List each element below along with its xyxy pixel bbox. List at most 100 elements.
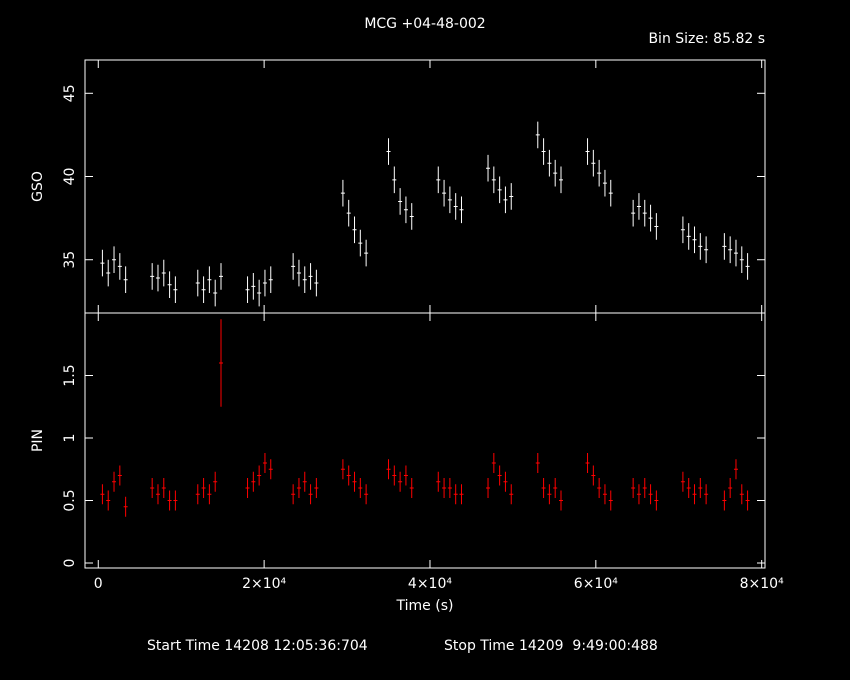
error-bar xyxy=(308,263,313,290)
error-bar xyxy=(403,196,408,224)
error-bar xyxy=(352,471,357,492)
error-bar xyxy=(386,138,391,165)
error-bar xyxy=(704,484,709,505)
error-bar xyxy=(251,471,256,492)
error-bar xyxy=(403,465,408,486)
error-bar xyxy=(346,199,351,227)
error-bar xyxy=(257,465,262,486)
error-bar xyxy=(392,166,397,194)
error-bar xyxy=(631,199,636,227)
error-bar xyxy=(591,149,596,177)
error-bar xyxy=(213,279,218,307)
y-tick-label: 0.5 xyxy=(62,489,78,511)
error-bar xyxy=(161,478,166,498)
error-bar xyxy=(213,471,218,492)
bin-size: Bin Size: 85.82 s xyxy=(648,31,765,47)
error-bar xyxy=(207,484,212,505)
error-bar xyxy=(654,490,659,511)
error-bar xyxy=(642,199,647,227)
error-bar xyxy=(100,484,105,505)
error-bar xyxy=(739,246,744,274)
error-bar xyxy=(486,154,491,182)
error-bar xyxy=(648,484,653,505)
error-bar xyxy=(503,471,508,492)
error-bar xyxy=(442,478,447,498)
error-bar xyxy=(268,266,273,294)
error-bar xyxy=(167,490,172,511)
error-bar xyxy=(106,490,111,511)
error-bar xyxy=(547,484,552,505)
error-bar xyxy=(692,226,697,254)
error-bar xyxy=(409,203,414,230)
error-bar xyxy=(150,263,155,290)
error-bar xyxy=(112,246,117,274)
x-tick-label: 6×10⁴ xyxy=(574,576,618,592)
error-bar xyxy=(541,478,546,498)
error-bar xyxy=(207,266,212,294)
plot-frame xyxy=(84,312,766,569)
error-bar xyxy=(722,233,727,260)
error-bar xyxy=(386,459,391,480)
error-bar xyxy=(453,484,458,505)
error-bar xyxy=(442,179,447,207)
stop-time: Stop Time 14209 9:49:00:488 xyxy=(444,638,658,654)
error-bar xyxy=(509,484,514,505)
error-bar xyxy=(636,484,641,505)
error-bar xyxy=(597,159,602,187)
error-bar xyxy=(364,484,369,505)
error-bar xyxy=(245,276,250,304)
error-bar xyxy=(291,253,296,280)
error-bar xyxy=(553,159,558,187)
error-bar xyxy=(497,176,502,204)
x-tick-label: 8×10⁴ xyxy=(740,576,784,592)
y-tick-label: 45 xyxy=(62,84,78,102)
error-bar xyxy=(559,166,563,194)
error-bar xyxy=(698,233,703,260)
error-bar xyxy=(608,490,613,511)
error-bar xyxy=(100,249,105,277)
y-tick-label: 35 xyxy=(62,251,78,269)
error-bar xyxy=(535,121,540,149)
error-bar xyxy=(642,478,647,498)
error-bar xyxy=(553,478,558,498)
error-bar xyxy=(739,484,744,505)
error-bar xyxy=(680,216,685,244)
error-bar xyxy=(654,213,659,240)
error-bar xyxy=(597,478,602,498)
error-bar xyxy=(486,478,491,498)
error-bar xyxy=(686,478,691,498)
error-bar xyxy=(636,193,641,220)
error-bar xyxy=(340,179,345,207)
error-bar xyxy=(728,236,733,264)
error-bar xyxy=(585,453,590,473)
error-bar xyxy=(447,186,452,214)
error-bar xyxy=(491,453,496,473)
error-bar xyxy=(491,166,496,194)
error-bar xyxy=(497,465,502,486)
error-bar xyxy=(155,484,160,505)
error-bar xyxy=(123,266,128,294)
error-bar xyxy=(268,459,273,480)
error-bar xyxy=(358,229,363,257)
error-bar xyxy=(648,204,653,232)
y-tick-label: 1.5 xyxy=(62,364,78,386)
error-bar xyxy=(559,490,563,511)
error-bar xyxy=(409,478,414,498)
error-bar xyxy=(155,264,160,292)
error-bar xyxy=(150,478,155,498)
error-bar xyxy=(602,169,607,197)
error-bar xyxy=(346,465,351,486)
error-bar xyxy=(201,478,206,498)
error-bar xyxy=(602,484,607,505)
error-bar xyxy=(704,236,709,264)
error-bar xyxy=(161,259,166,287)
error-bar xyxy=(608,179,613,207)
error-bar xyxy=(459,196,464,224)
error-bar xyxy=(314,478,319,498)
error-bar xyxy=(733,459,738,480)
error-bar xyxy=(245,478,250,498)
error-bar xyxy=(686,223,691,250)
error-bar xyxy=(436,166,441,194)
